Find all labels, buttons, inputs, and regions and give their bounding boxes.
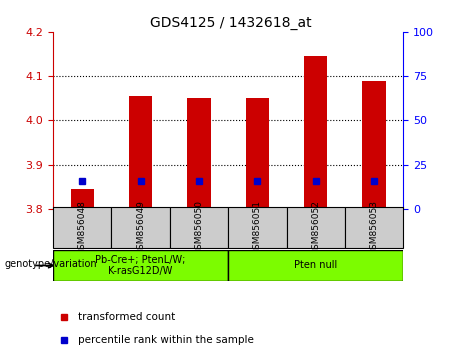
FancyBboxPatch shape (53, 250, 228, 281)
Bar (129, 96, 152, 209)
Text: GSM856048: GSM856048 (78, 200, 87, 255)
Text: GDS4125 / 1432618_at: GDS4125 / 1432618_at (150, 16, 311, 30)
Text: genotype/variation: genotype/variation (5, 259, 97, 269)
FancyBboxPatch shape (170, 207, 228, 248)
Text: percentile rank within the sample: percentile rank within the sample (77, 335, 254, 346)
Bar (71, 189, 94, 209)
FancyBboxPatch shape (112, 207, 170, 248)
Bar (246, 98, 269, 209)
FancyBboxPatch shape (287, 207, 345, 248)
FancyBboxPatch shape (228, 250, 403, 281)
Text: transformed count: transformed count (77, 312, 175, 322)
Text: GSM856053: GSM856053 (370, 200, 378, 255)
Text: GSM856051: GSM856051 (253, 200, 262, 255)
Bar (362, 80, 386, 209)
Text: GSM856050: GSM856050 (195, 200, 203, 255)
Text: Pb-Cre+; PtenL/W;
K-rasG12D/W: Pb-Cre+; PtenL/W; K-rasG12D/W (95, 255, 186, 276)
Bar (304, 56, 327, 209)
FancyBboxPatch shape (345, 207, 403, 248)
FancyBboxPatch shape (228, 207, 287, 248)
FancyBboxPatch shape (53, 207, 112, 248)
Bar (187, 98, 211, 209)
Text: Pten null: Pten null (294, 261, 337, 270)
Text: GSM856049: GSM856049 (136, 200, 145, 255)
Text: GSM856052: GSM856052 (311, 200, 320, 255)
